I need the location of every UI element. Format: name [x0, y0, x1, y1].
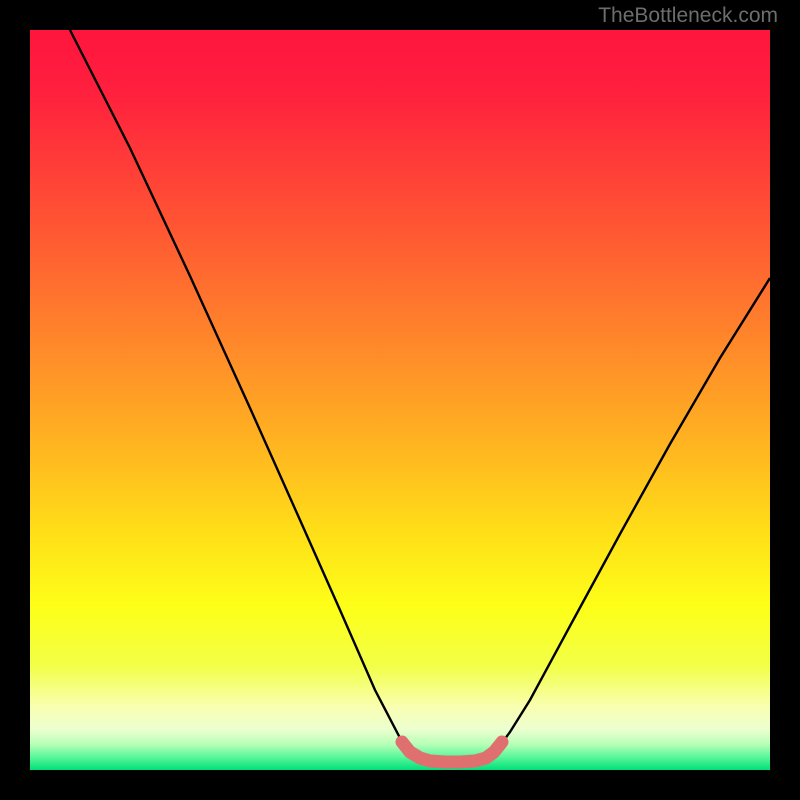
- plot-background: [30, 30, 770, 770]
- chart-frame: TheBottleneck.com: [0, 0, 800, 800]
- chart-svg: [0, 0, 800, 800]
